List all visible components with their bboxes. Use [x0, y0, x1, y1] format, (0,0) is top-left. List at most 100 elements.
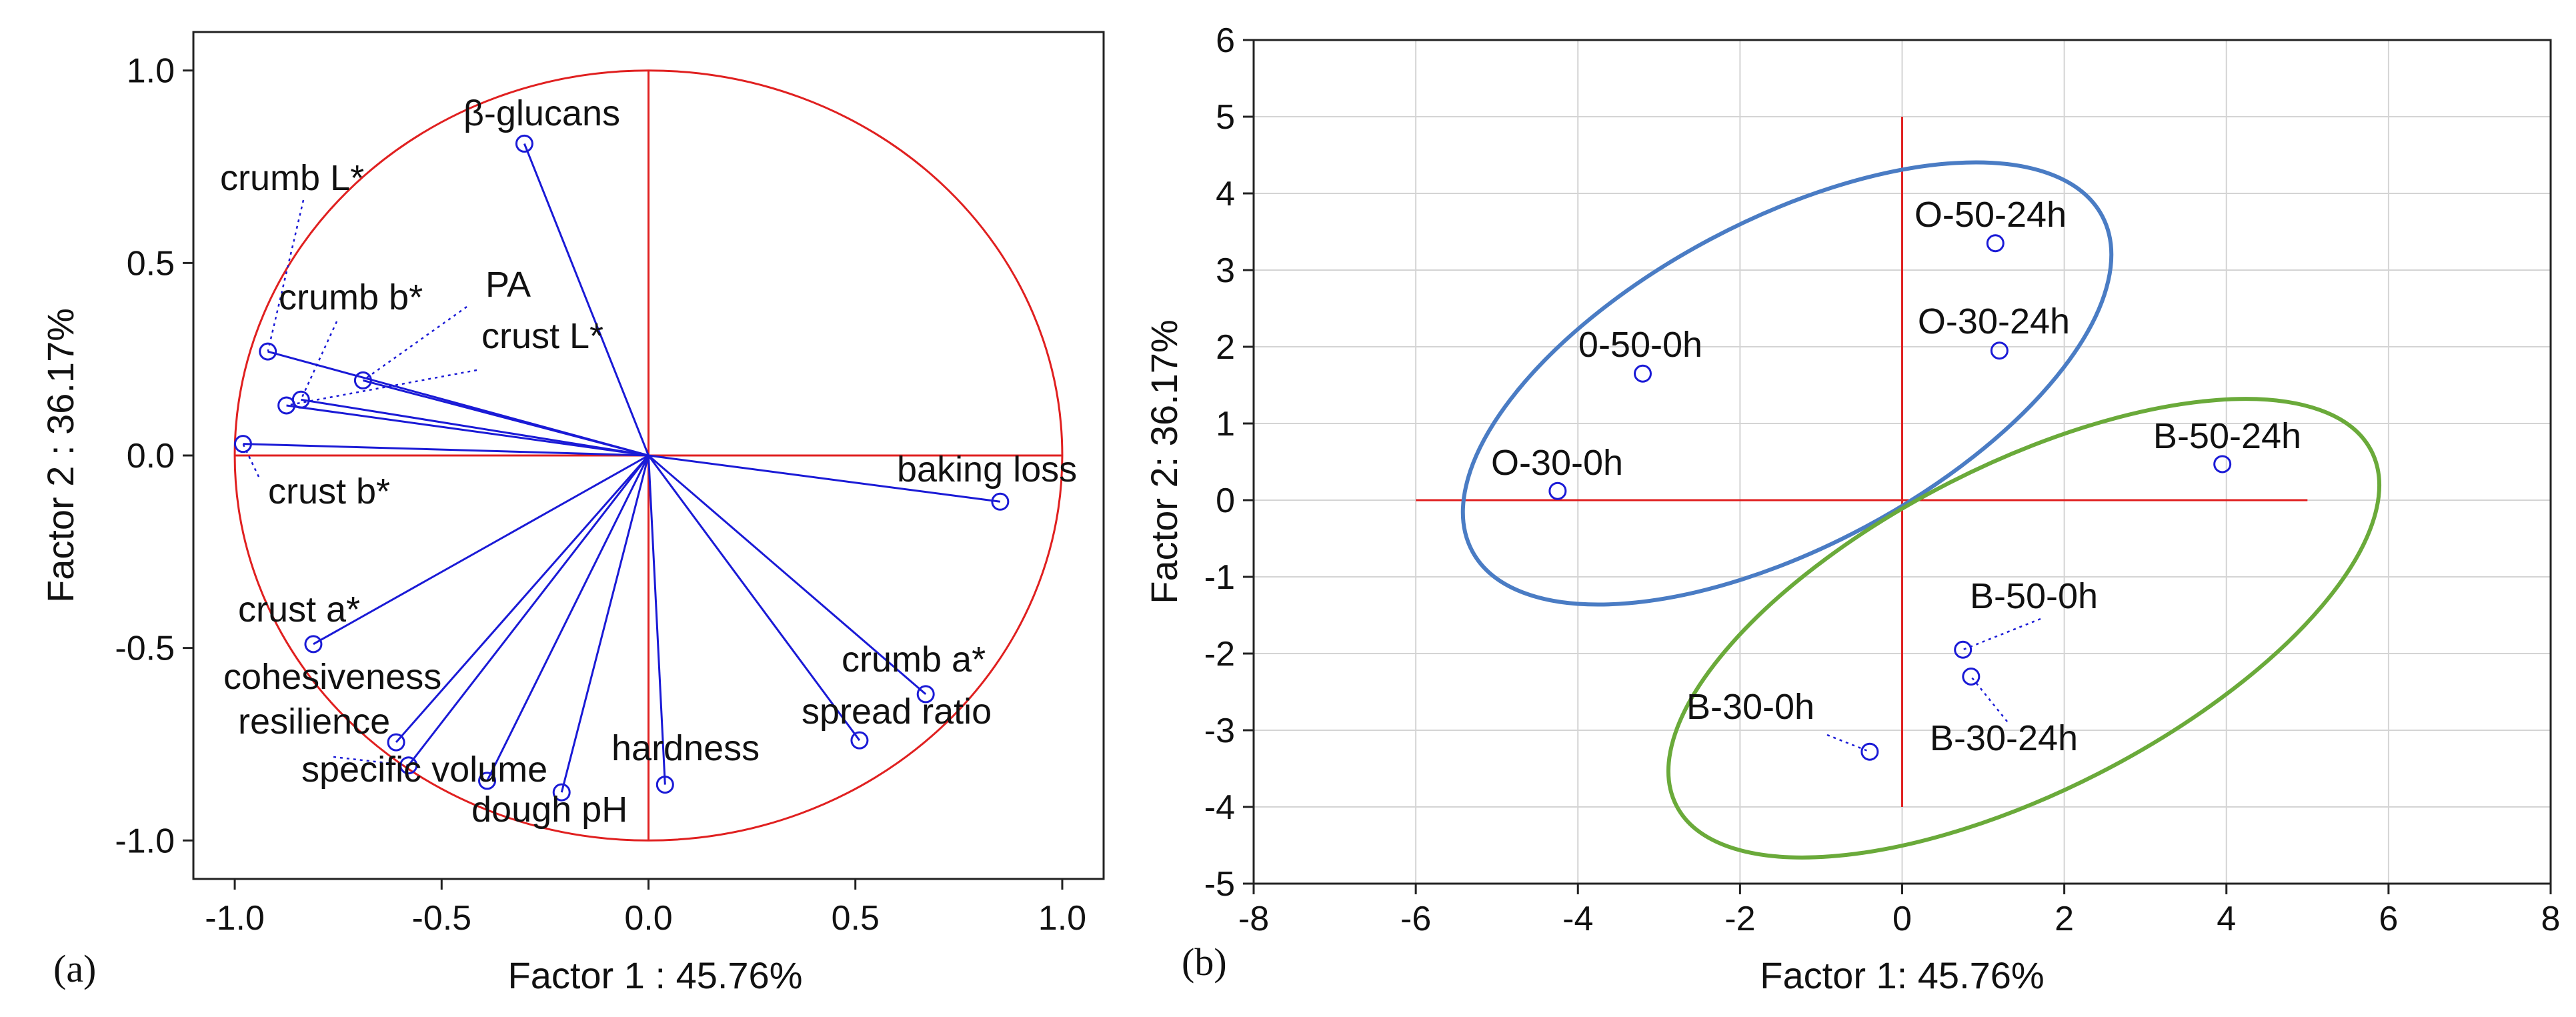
- point-0-50-0h: [1634, 364, 1652, 383]
- x-tick-label: -1.0: [205, 899, 265, 938]
- vector-pa: [363, 379, 649, 457]
- point-dough-ph: [552, 783, 571, 802]
- leader-crumb-l: [267, 199, 305, 352]
- y-tick-label: -0.5: [115, 630, 175, 668]
- label-crust-a: crust a*: [238, 590, 360, 630]
- ellipse-oat-group: [1460, 160, 2114, 607]
- point-o-50-24h: [1986, 234, 2005, 253]
- y-tick-label: 3: [1216, 251, 1235, 290]
- label-o-30-0h: O-30-0h: [1491, 443, 1623, 483]
- x-tick-label: 2: [2055, 900, 2074, 938]
- point-b-30-0h: [1860, 742, 1879, 761]
- x-tick-label: 1.0: [1038, 899, 1086, 938]
- y-tick-label: 6: [1216, 21, 1235, 60]
- label-cohesiveness: cohesiveness: [223, 657, 441, 697]
- panel-b-score-plot: O-50-24h O-30-24h 0-50-0h O-30-0h B-50-24h B-…: [1143, 21, 2560, 996]
- y-tick-label: 4: [1216, 175, 1235, 213]
- x-tick-label: 6: [2379, 900, 2398, 938]
- vector-crumb-a: [648, 454, 927, 696]
- point-crumb-l: [259, 342, 277, 361]
- leader-pa: [362, 305, 467, 381]
- vector-crust-l: [286, 404, 649, 457]
- y-tick-label: 1: [1216, 405, 1235, 443]
- label-hardness: hardness: [611, 728, 760, 768]
- leader-b-30-0h: [1826, 734, 1870, 753]
- label-baking-loss: baking loss: [897, 449, 1077, 489]
- vector-specific-volume: [486, 455, 650, 782]
- x-tick-label: 0.0: [624, 899, 672, 938]
- leader-b-50-0h: [1963, 618, 2041, 651]
- panel-a-loading-plot: β-glucans crumb L* crumb b* PA crust L* crust…: [39, 31, 1105, 996]
- y-tick-label: -5: [1204, 865, 1235, 904]
- label-b-30-24h: B-30-24h: [1930, 718, 2078, 758]
- point-glucans: [515, 134, 533, 153]
- label-b-30-0h: B-30-0h: [1686, 687, 1814, 727]
- y-tick-label: 0.0: [127, 437, 175, 475]
- x-axis-title: Factor 1: 45.76%: [1760, 954, 2044, 996]
- point-specific-volume: [478, 772, 497, 790]
- y-tick-label: -3: [1204, 712, 1235, 750]
- y-tick-label: -4: [1204, 788, 1235, 827]
- x-tick-label: 0.5: [832, 899, 880, 938]
- y-tick-label: 1.0: [127, 52, 175, 91]
- point-b-50-24h: [2213, 455, 2232, 473]
- point-crust-a: [304, 635, 323, 654]
- point-crust-b: [233, 435, 252, 453]
- point-o-30-0h: [1548, 481, 1567, 500]
- y-tick-label: -1: [1204, 558, 1235, 597]
- x-tick-label: 4: [2217, 900, 2236, 938]
- leader-crust-b: [242, 443, 260, 477]
- point-o-30-24h: [1990, 341, 2009, 360]
- vector-glucans: [523, 143, 650, 456]
- label-glucans: β-glucans: [463, 93, 620, 133]
- label-b-50-24h: B-50-24h: [2153, 416, 2301, 456]
- x-tick-label: -6: [1400, 900, 1431, 938]
- y-tick-label: 5: [1216, 98, 1235, 137]
- point-crumb-a: [916, 685, 935, 704]
- label-crumb-a: crumb a*: [842, 640, 986, 680]
- label-pa: PA: [485, 265, 531, 305]
- leader-b-30-24h: [1970, 676, 2008, 722]
- point-pa: [353, 371, 372, 389]
- vector-baking-loss: [648, 454, 1001, 503]
- label-o-50-24h: O-50-24h: [1914, 195, 2067, 235]
- label-b-50-0h: B-50-0h: [1970, 576, 2098, 616]
- x-tick-label: -2: [1724, 900, 1755, 938]
- point-resilience: [399, 756, 418, 775]
- label-specific-volume: specific volume: [301, 750, 547, 790]
- point-hardness: [656, 776, 674, 794]
- ellipse-barley-group: [1666, 397, 2381, 860]
- label-crust-l: crust L*: [481, 316, 603, 356]
- vector-spread-ratio: [648, 455, 861, 742]
- vector-crust-a: [313, 454, 650, 646]
- y-axis-title: Factor 2 : 36.17%: [39, 308, 81, 603]
- x-tick-label: 8: [2541, 900, 2561, 938]
- x-tick-label: -8: [1238, 900, 1269, 938]
- label-crumb-l: crumb L*: [220, 158, 364, 198]
- panel-label-b: (b): [1182, 940, 1227, 984]
- y-tick-label: 0: [1216, 481, 1235, 520]
- y-tick-label: 0.5: [127, 244, 175, 283]
- vector-crumb-b: [301, 398, 649, 457]
- y-axis-title: Factor 2: 36.17%: [1143, 319, 1185, 604]
- vector-crust-b: [243, 443, 649, 457]
- vector-resilience: [407, 455, 650, 766]
- label-spread-ratio: spread ratio: [802, 692, 992, 732]
- y-tick-label: -2: [1204, 635, 1235, 674]
- label-o-30-24h: O-30-24h: [1918, 301, 2070, 341]
- vector-dough-ph: [560, 455, 650, 793]
- label-dough-ph: dough pH: [471, 790, 627, 830]
- point-cohesiveness: [387, 733, 405, 752]
- x-tick-label: -0.5: [411, 899, 471, 938]
- y-tick-label: -1.0: [115, 822, 175, 860]
- point-b-50-0h: [1954, 640, 1973, 659]
- vector-hardness: [648, 455, 666, 785]
- point-baking-loss: [991, 492, 1010, 511]
- label-resilience: resilience: [238, 702, 390, 742]
- leader-crust-l: [286, 369, 477, 407]
- panel-label-a: (a): [53, 947, 96, 990]
- point-spread-ratio: [850, 731, 869, 750]
- y-tick-label: 2: [1216, 328, 1235, 367]
- point-b-30-24h: [1962, 668, 1981, 686]
